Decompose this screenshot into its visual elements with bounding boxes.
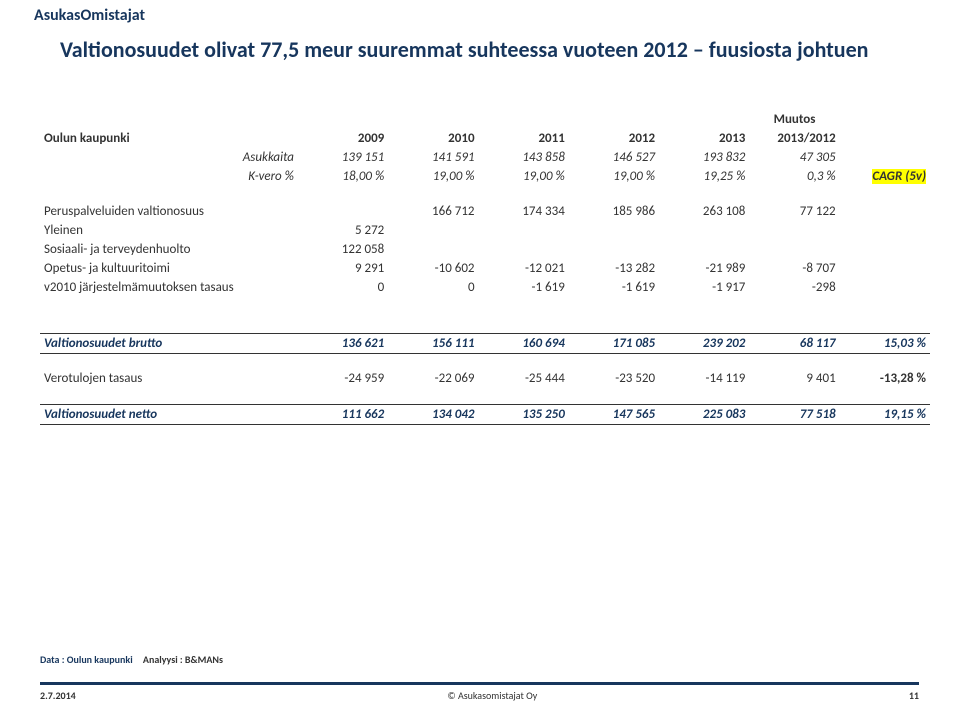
vc2: -22 069 bbox=[388, 369, 478, 388]
page-title: Valtionosuudet olivat 77,5 meur suuremma… bbox=[60, 36, 868, 63]
kvero-3: 19,00 % bbox=[479, 167, 569, 186]
r1c2: 166 712 bbox=[388, 202, 478, 221]
footer: 2.7.2014 11 © Asukasomistajat Oy bbox=[40, 682, 919, 702]
vc7: -13,28 % bbox=[840, 369, 930, 388]
r4c7 bbox=[840, 259, 930, 278]
row-netto: Valtionosuudet netto 111 662 134 042 135… bbox=[40, 404, 930, 424]
muutos-label: Muutos bbox=[749, 110, 839, 129]
kvero-label: K-vero % bbox=[40, 167, 298, 186]
row-peruspalvelut-label: Peruspalveluiden valtionosuus bbox=[40, 202, 298, 221]
city-label: Oulun kaupunki bbox=[40, 129, 298, 148]
r2c1: 5 272 bbox=[298, 221, 388, 240]
year-2012: 2012 bbox=[569, 129, 659, 148]
kvero-4: 19,00 % bbox=[569, 167, 659, 186]
asukkaita-1: 139 151 bbox=[298, 148, 388, 167]
nc7: 19,15 % bbox=[840, 404, 930, 424]
r4c6: -8 707 bbox=[749, 259, 839, 278]
asukkaita-4: 146 527 bbox=[569, 148, 659, 167]
source-data: Data : Oulun kaupunki bbox=[40, 653, 133, 666]
footer-page: 11 bbox=[909, 689, 919, 702]
bc6: 68 117 bbox=[749, 333, 839, 353]
asukkaita-5: 193 832 bbox=[659, 148, 749, 167]
r4c1: 9 291 bbox=[298, 259, 388, 278]
data-source: Data : Oulun kaupunki Analyysi : B&MANs bbox=[40, 653, 223, 666]
nc5: 225 083 bbox=[659, 404, 749, 424]
nc2: 134 042 bbox=[388, 404, 478, 424]
r1c7 bbox=[840, 202, 930, 221]
kvero-1: 18,00 % bbox=[298, 167, 388, 186]
r5c7 bbox=[840, 278, 930, 297]
vc3: -25 444 bbox=[479, 369, 569, 388]
bc2: 156 111 bbox=[388, 333, 478, 353]
r5c6: -298 bbox=[749, 278, 839, 297]
r5c4: -1 619 bbox=[569, 278, 659, 297]
r4c3: -12 021 bbox=[479, 259, 569, 278]
year-2009: 2009 bbox=[298, 129, 388, 148]
netto-label: Valtionosuudet netto bbox=[40, 404, 298, 424]
bc5: 239 202 bbox=[659, 333, 749, 353]
row-opetus-label: Opetus- ja kultuuritoimi bbox=[40, 259, 298, 278]
asukkaita-2: 141 591 bbox=[388, 148, 478, 167]
nc1: 111 662 bbox=[298, 404, 388, 424]
r5c2: 0 bbox=[388, 278, 478, 297]
row-sosiaali-label: Sosiaali- ja terveydenhuolto bbox=[40, 240, 298, 259]
bc4: 171 085 bbox=[569, 333, 659, 353]
r4c5: -21 989 bbox=[659, 259, 749, 278]
nc3: 135 250 bbox=[479, 404, 569, 424]
main-table: Muutos Oulun kaupunki 2009 2010 2011 201… bbox=[40, 110, 930, 425]
asukkaita-3: 143 858 bbox=[479, 148, 569, 167]
footer-date: 2.7.2014 bbox=[40, 689, 76, 702]
logo-part2: Omistajat bbox=[80, 6, 145, 25]
r1c3: 174 334 bbox=[479, 202, 569, 221]
asukkaita-6: 47 305 bbox=[749, 148, 839, 167]
nc6: 77 518 bbox=[749, 404, 839, 424]
vc1: -24 959 bbox=[298, 369, 388, 388]
r1c5: 263 108 bbox=[659, 202, 749, 221]
row-brutto: Valtionosuudet brutto 136 621 156 111 16… bbox=[40, 333, 930, 353]
cagr-label: CAGR (5v) bbox=[872, 169, 926, 184]
r1c4: 185 986 bbox=[569, 202, 659, 221]
year-2011: 2011 bbox=[479, 129, 569, 148]
kvero-2: 19,00 % bbox=[388, 167, 478, 186]
r5c5: -1 917 bbox=[659, 278, 749, 297]
kvero-5: 19,25 % bbox=[659, 167, 749, 186]
year-2013: 2013 bbox=[659, 129, 749, 148]
r4c2: -10 602 bbox=[388, 259, 478, 278]
verotulo-label: Verotulojen tasaus bbox=[40, 369, 298, 388]
r5c3: -1 619 bbox=[479, 278, 569, 297]
year-2010: 2010 bbox=[388, 129, 478, 148]
source-analysis: Analyysi : B&MANs bbox=[143, 653, 223, 666]
asukkaita-label: Asukkaita bbox=[40, 148, 298, 167]
r1c6: 77 122 bbox=[749, 202, 839, 221]
vc4: -23 520 bbox=[569, 369, 659, 388]
nc4: 147 565 bbox=[569, 404, 659, 424]
year-change: 2013/2012 bbox=[749, 129, 839, 148]
logo-part1: Asukas bbox=[34, 6, 80, 25]
footer-copy: © Asukasomistajat Oy bbox=[40, 689, 919, 702]
row-v2010-label: v2010 järjestelmämuutoksen tasaus bbox=[40, 278, 298, 297]
logo: AsukasOmistajat bbox=[34, 6, 145, 25]
r5c1: 0 bbox=[298, 278, 388, 297]
r1c1 bbox=[298, 202, 388, 221]
r4c4: -13 282 bbox=[569, 259, 659, 278]
bc3: 160 694 bbox=[479, 333, 569, 353]
row-yleinen-label: Yleinen bbox=[40, 221, 298, 240]
r3c1: 122 058 bbox=[298, 240, 388, 259]
bc7: 15,03 % bbox=[840, 333, 930, 353]
row-verotulo: Verotulojen tasaus -24 959 -22 069 -25 4… bbox=[40, 369, 930, 388]
vc5: -14 119 bbox=[659, 369, 749, 388]
kvero-6: 0,3 % bbox=[749, 167, 839, 186]
brutto-label: Valtionosuudet brutto bbox=[40, 333, 298, 353]
vc6: 9 401 bbox=[749, 369, 839, 388]
bc1: 136 621 bbox=[298, 333, 388, 353]
